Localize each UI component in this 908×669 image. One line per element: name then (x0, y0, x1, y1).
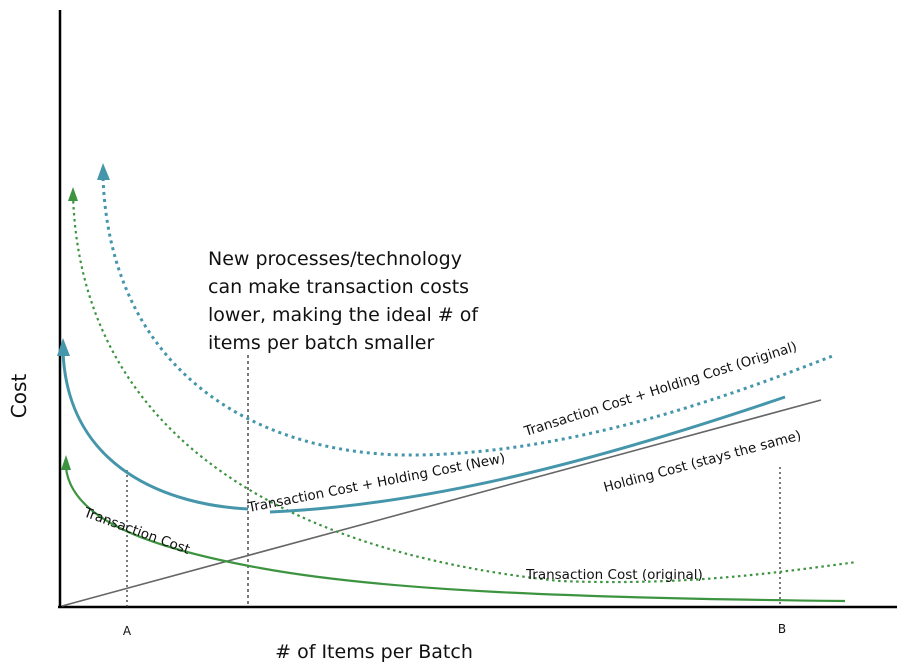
series-transaction-cost (64, 467, 846, 603)
transaction-cost-original-arrowhead (68, 187, 78, 201)
transaction-cost-arrowhead (61, 455, 71, 470)
x-tick-a: A (123, 624, 132, 638)
annotation-line-2: can make transaction costs (208, 276, 469, 298)
annotation-line-4: items per batch smaller (208, 332, 434, 354)
series-total-cost-new-right (269, 395, 786, 514)
total-cost-new-arrowhead (57, 338, 70, 356)
series-total-cost-new (61, 351, 249, 511)
total-cost-original-arrowhead (97, 163, 110, 180)
x-tick-b: B (778, 622, 786, 636)
series-transaction-cost-original (71, 194, 858, 584)
x-axis-label: # of Items per Batch (275, 641, 473, 663)
series-holding-cost (61, 399, 822, 607)
annotation-text: New processes/technology can make transa… (208, 248, 479, 354)
label-transaction-cost: Transaction Cost (81, 504, 192, 558)
label-total-cost-original: Transaction Cost + Holding Cost (Origina… (521, 339, 799, 440)
label-transaction-cost-original: Transaction Cost (original) (525, 567, 703, 583)
annotation-line-3: lower, making the ideal # of (208, 304, 479, 326)
label-holding-cost: Holding Cost (stays the same) (602, 428, 803, 496)
annotation-line-1: New processes/technology (208, 248, 462, 270)
label-total-cost-new: Transaction Cost + Holding Cost (New) (246, 450, 507, 516)
y-axis-label: Cost (7, 374, 31, 419)
